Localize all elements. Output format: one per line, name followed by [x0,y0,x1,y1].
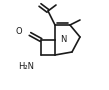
Text: O: O [15,28,22,37]
Text: HO: HO [58,0,71,2]
Text: H₂N: H₂N [18,62,34,71]
Text: O: O [31,0,38,2]
Text: N: N [60,35,66,44]
